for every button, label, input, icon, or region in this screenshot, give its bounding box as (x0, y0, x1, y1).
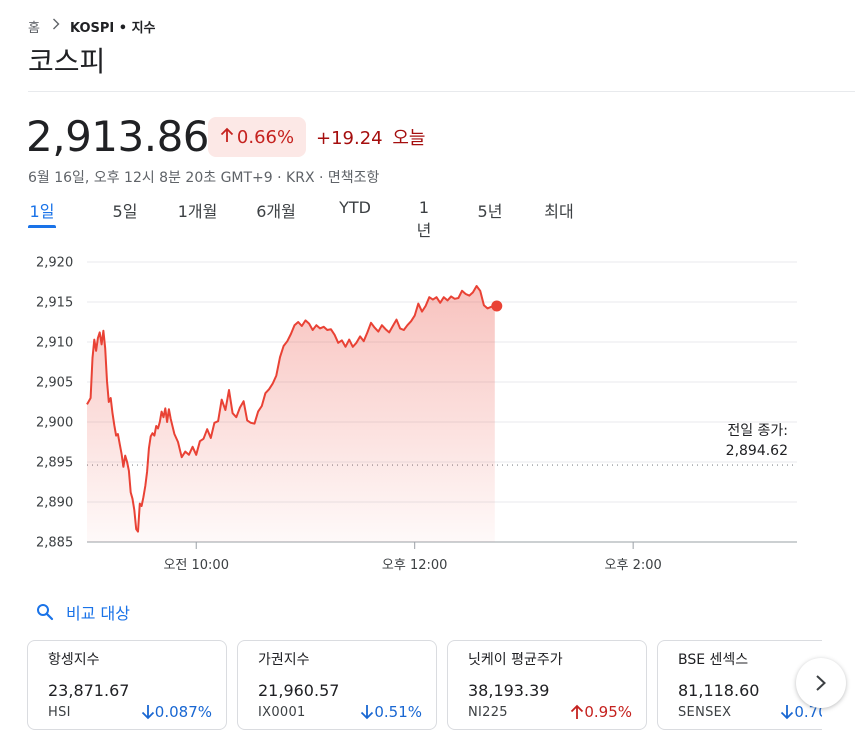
arrow-down-icon (361, 705, 374, 720)
y-tick-label: 2,900 (36, 416, 73, 431)
tab-1-month[interactable]: 1개월 (177, 202, 218, 221)
y-tick-label: 2,890 (36, 496, 73, 511)
price-line (86, 285, 496, 533)
arrow-up-icon (220, 127, 234, 148)
breadcrumb: 홈 KOSPI • 지수 (28, 16, 156, 36)
index-symbol: NI225 (468, 704, 508, 720)
related-indices: 항셍지수 23,871.67 HSI 0.087% 가권지수 21,960.57… (27, 640, 822, 732)
index-value: 81,118.60 (678, 681, 760, 700)
range-tabs: 1일 5일 1개월 6개월 YTD 1년 5년 최대 (28, 198, 576, 240)
current-price: 2,913.86 (26, 112, 210, 161)
index-value: 21,960.57 (258, 681, 340, 700)
tab-1-year[interactable]: 1년 (416, 198, 432, 240)
tab-ytd[interactable]: YTD (339, 198, 371, 217)
index-change-value: 0.51% (374, 703, 422, 721)
previous-close-value: 2,894.62 (725, 443, 788, 459)
last-price-marker (491, 300, 503, 312)
index-card-sensex[interactable]: BSE 센섹스 81,118.60 SENSEX 0.70% (657, 640, 822, 730)
index-value: 23,871.67 (48, 681, 130, 700)
index-card-ni225[interactable]: 닛케이 평균주가 38,193.39 NI225 0.95% (447, 640, 647, 730)
index-symbol: SENSEX (678, 704, 732, 720)
arrow-down-icon (781, 705, 794, 720)
index-name: 닛케이 평균주가 (468, 652, 563, 668)
chevron-right-icon (816, 675, 826, 691)
index-change: 0.95% (570, 703, 632, 721)
y-tick-label: 2,915 (36, 296, 73, 311)
y-tick-label: 2,885 (36, 536, 73, 551)
price-chart-svg: 2,920 2,915 2,910 2,905 2,900 2,895 2,890 2,885… (36, 256, 797, 573)
compare-label: 비교 대상 (66, 604, 130, 623)
y-tick-label: 2,920 (36, 256, 73, 271)
index-symbol: IX0001 (258, 704, 306, 720)
page-title: 코스피 (28, 45, 106, 78)
quote-meta: 6월 16일, 오후 12시 8분 20초 GMT+9 · KRX · 면책조항 (28, 170, 380, 186)
index-card-hsi[interactable]: 항셍지수 23,871.67 HSI 0.087% (27, 640, 227, 730)
index-change-value: 0.087% (154, 703, 212, 721)
next-cards-button[interactable] (796, 658, 846, 708)
percent-change-badge: 0.66% (208, 117, 306, 157)
index-change-value: 0.95% (584, 703, 632, 721)
absolute-change: +19.24 오늘 (316, 124, 425, 150)
period-label: 오늘 (392, 128, 426, 149)
absolute-change-value: +19.24 (316, 128, 383, 149)
title-divider (28, 91, 855, 92)
tab-5-days[interactable]: 5일 (112, 202, 138, 221)
arrow-down-icon (141, 705, 154, 720)
price-area (87, 286, 495, 542)
price-chart[interactable]: 2,920 2,915 2,910 2,905 2,900 2,895 2,890 2,885… (0, 240, 855, 580)
index-change: 0.51% (360, 703, 422, 721)
x-tick-label: 오후 2:00 (605, 558, 662, 573)
search-icon (37, 604, 54, 621)
index-name: 가권지수 (258, 652, 310, 668)
previous-close-label: 전일 종가: (727, 423, 788, 439)
breadcrumb-home-link[interactable]: 홈 (28, 20, 40, 36)
y-tick-label: 2,905 (36, 376, 73, 391)
previous-close-annotation: 전일 종가: 2,894.62 (726, 421, 788, 461)
tab-max[interactable]: 최대 (544, 202, 574, 221)
chevron-right-icon (52, 18, 60, 34)
index-value: 38,193.39 (468, 681, 550, 700)
index-card-ix0001[interactable]: 가권지수 21,960.57 IX0001 0.51% (237, 640, 437, 730)
index-symbol: HSI (48, 704, 71, 720)
index-change: 0.087% (141, 703, 212, 721)
y-tick-label: 2,910 (36, 336, 73, 351)
tab-1-day[interactable]: 1일 (28, 198, 56, 228)
index-name: BSE 센섹스 (678, 652, 749, 668)
breadcrumb-current: KOSPI • 지수 (69, 20, 156, 36)
x-tick-label: 오전 10:00 (163, 558, 229, 573)
tab-5-years[interactable]: 5년 (477, 202, 503, 221)
index-name: 항셍지수 (48, 652, 100, 668)
x-tick-label: 오후 12:00 (382, 558, 448, 573)
tab-6-months[interactable]: 6개월 (256, 202, 296, 221)
compare-button[interactable]: 비교 대상 (36, 600, 130, 624)
arrow-up-icon (571, 704, 584, 719)
percent-change-value: 0.66% (236, 126, 295, 148)
y-tick-label: 2,895 (36, 456, 73, 471)
